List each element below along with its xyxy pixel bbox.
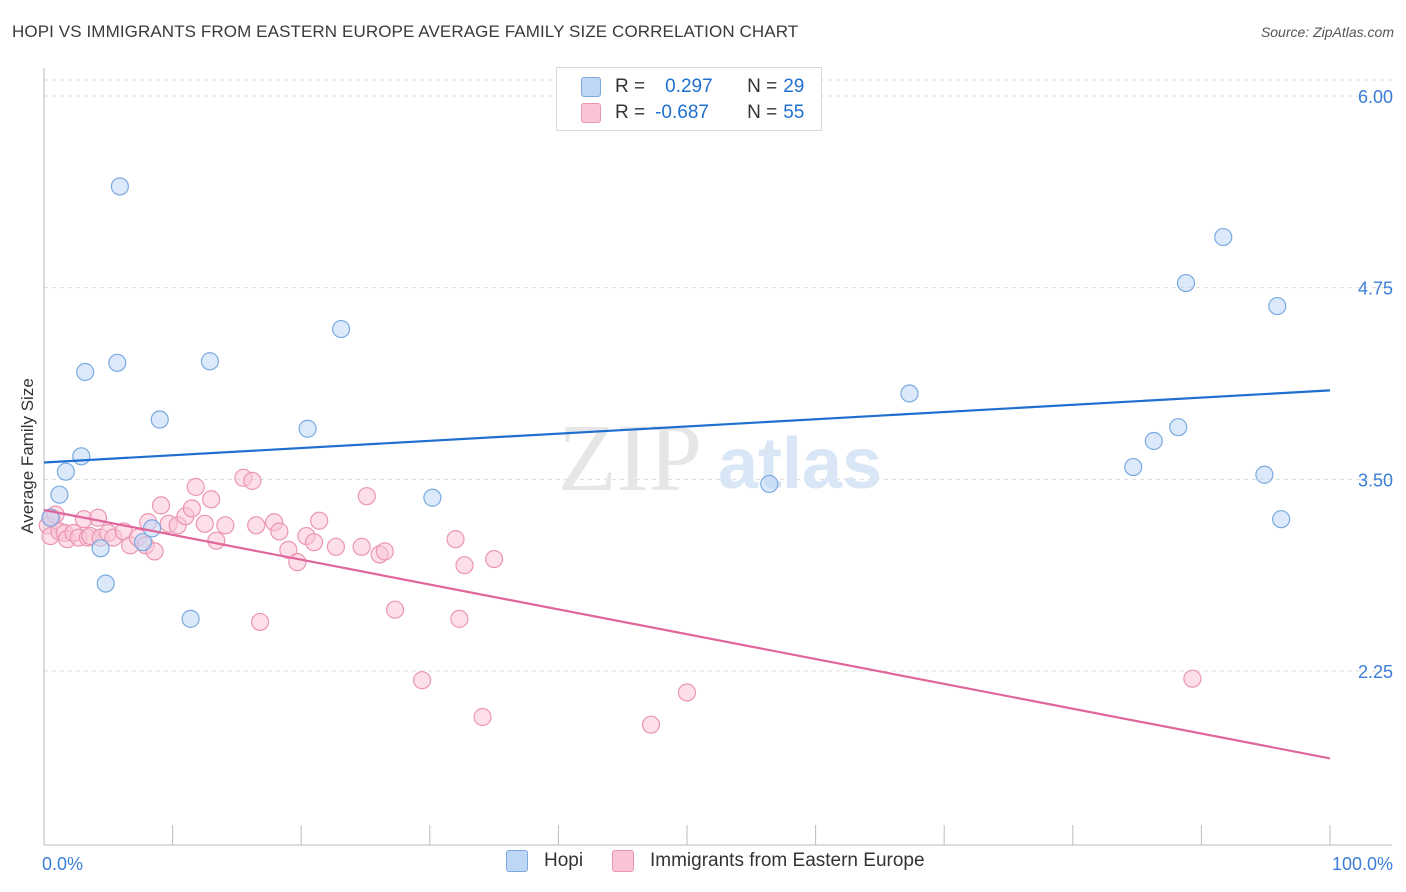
immigrants-point <box>202 490 221 509</box>
hopi-point <box>1176 273 1196 293</box>
series-legend: Hopi Immigrants from Eastern Europe <box>0 850 1406 878</box>
hopi-point <box>1144 431 1163 451</box>
immigrants-point <box>1183 669 1202 688</box>
legend-item-immigrants: Immigrants from Eastern Europe <box>612 850 925 872</box>
hopi-point <box>150 410 169 429</box>
immigrants-point <box>412 671 432 690</box>
immigrants-point <box>207 531 226 550</box>
hopi-swatch <box>581 77 601 97</box>
legend-item-hopi: Hopi <box>506 850 583 872</box>
watermark: ZIP atlas <box>558 404 882 511</box>
hopi-point <box>1272 510 1291 529</box>
axes <box>43 68 1392 846</box>
legend-r-value: -0.687 <box>655 102 709 123</box>
legend-row-immigrants: R = -0.687 N = 55 <box>581 101 804 125</box>
immigrants-swatch <box>581 103 601 123</box>
immigrants-point <box>357 487 376 506</box>
hopi-point <box>1268 296 1287 316</box>
hopi-point <box>72 447 91 466</box>
hopi-legend-swatch <box>506 850 528 872</box>
immigrants-point <box>182 499 201 518</box>
watermark-atlas: atlas <box>718 424 882 504</box>
data-points <box>38 177 1291 734</box>
y-tick-label: 4.75 <box>1358 279 1393 299</box>
hopi-point <box>181 609 200 628</box>
hopi-point <box>760 474 779 494</box>
hopi-point <box>331 319 351 339</box>
hopi-point <box>91 539 110 558</box>
watermark-zip: ZIP <box>558 404 702 511</box>
immigrants-point <box>450 609 469 628</box>
immigrants-legend-swatch <box>612 850 634 872</box>
immigrants-point <box>641 715 661 734</box>
immigrants-point <box>195 514 214 533</box>
immigrants-point <box>473 707 492 727</box>
immigrants-point <box>455 556 474 575</box>
hopi-point <box>110 177 129 196</box>
trend-lines <box>43 389 1331 760</box>
immigrants-legend-label: Immigrants from Eastern Europe <box>650 850 925 871</box>
hopi-point <box>298 419 317 438</box>
tick-labels: 2.25 3.50 4.75 6.00 0.0% 100.0% <box>42 87 1393 874</box>
immigrants-point <box>352 537 371 556</box>
hopi-point <box>96 574 115 593</box>
correlation-legend: R = 0.297 N = 29 R = -0.687 N = 55 <box>556 67 822 131</box>
hopi-point <box>142 519 162 538</box>
y-tick-label: 3.50 <box>1358 470 1393 490</box>
legend-n-label: N = <box>747 76 778 97</box>
immigrants-point <box>446 530 465 549</box>
hopi-point <box>1124 457 1143 477</box>
hopi-point <box>76 362 95 382</box>
immigrants-point <box>186 477 205 497</box>
y-tick-label: 2.25 <box>1358 662 1393 682</box>
immigrants-point <box>216 516 235 535</box>
immigrants-point <box>279 540 298 559</box>
immigrants-point <box>243 471 262 490</box>
hopi-point <box>56 462 75 481</box>
immigrants-point <box>375 542 394 561</box>
chart-source: Source: ZipAtlas.com <box>1260 24 1394 40</box>
immigrants-point <box>88 508 108 527</box>
grid-lines <box>44 79 1392 672</box>
hopi-point <box>423 488 442 507</box>
legend-r-label: R = <box>615 76 646 97</box>
hopi-trend-line <box>43 389 1331 464</box>
immigrants-point <box>385 600 405 619</box>
immigrants-point <box>326 537 346 556</box>
immigrants-point <box>247 516 266 535</box>
legend-r-label: R = <box>615 102 646 123</box>
hopi-legend-label: Hopi <box>544 850 584 871</box>
legend-n-label: N = <box>747 102 778 123</box>
immigrants-point <box>304 533 324 552</box>
hopi-point <box>133 533 153 552</box>
x-tick-label-left: 0.0% <box>42 854 83 874</box>
hopi-point <box>108 353 127 372</box>
immigrants-point <box>270 522 289 541</box>
immigrants-point <box>677 683 697 702</box>
hopi-point <box>200 352 219 371</box>
immigrants-point <box>288 553 307 572</box>
immigrants-point <box>151 496 171 515</box>
legend-n-value: 55 <box>783 102 805 123</box>
chart-title: HOPI VS IMMIGRANTS FROM EASTERN EUROPE A… <box>12 22 799 41</box>
y-tick-label: 6.00 <box>1358 87 1393 107</box>
hopi-point <box>900 384 919 403</box>
immigrants-trend-line <box>43 508 1331 760</box>
x-tick-label-right: 100.0% <box>1332 854 1393 874</box>
immigrants-point <box>250 612 270 632</box>
hopi-point <box>41 508 60 527</box>
immigrants-point <box>310 511 329 530</box>
y-axis-label: Average Family Size <box>18 378 37 534</box>
legend-r-value: 0.297 <box>665 76 713 97</box>
hopi-point <box>1169 418 1188 437</box>
legend-row-hopi: R = 0.297 N = 29 <box>581 75 804 99</box>
immigrants-point <box>485 549 504 569</box>
hopi-point <box>50 485 69 504</box>
hopi-point <box>1214 227 1233 247</box>
hopi-point <box>1255 465 1274 484</box>
legend-n-value: 29 <box>783 76 805 97</box>
